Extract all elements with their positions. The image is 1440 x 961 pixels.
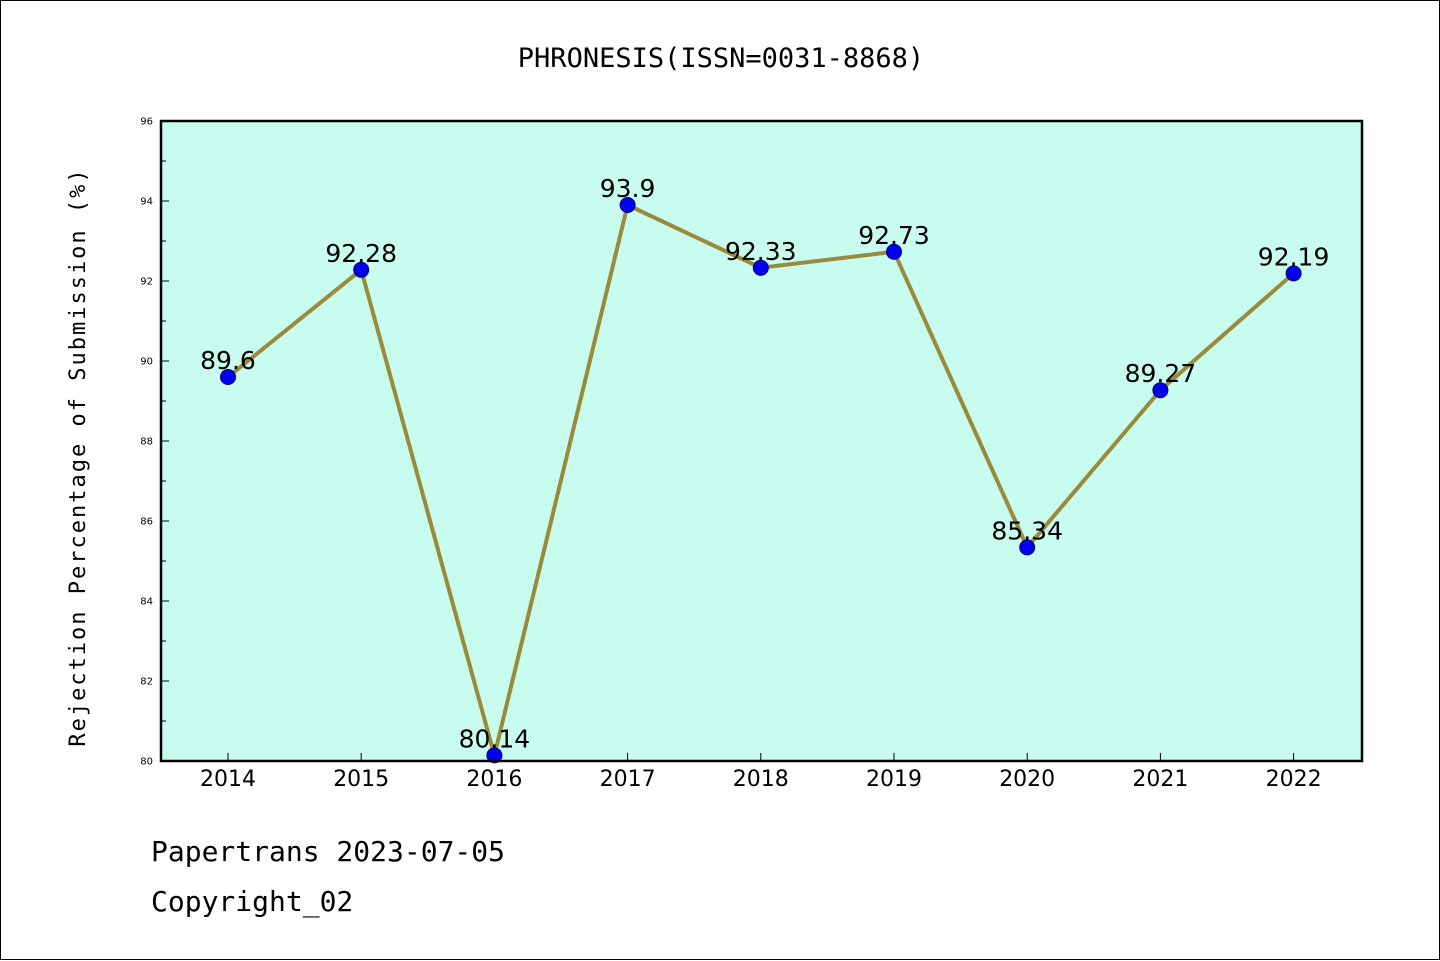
plot-border [159,119,1364,763]
footer-date: Papertrans 2023-07-05 [151,835,506,868]
x-tick-label: 2016 [466,767,522,792]
data-label: 89.6 [200,346,256,375]
y-tick-label: 80 [140,757,153,768]
data-label: 93.9 [600,174,656,203]
y-axis-label: Rejection Percentage of Submission (%) [66,167,91,746]
data-label: 92.73 [858,221,930,250]
series-markers [220,197,1302,764]
data-labels: 89.6 92.28 80.14 93.9 92.33 92.73 85.34 89.27 92… [200,174,1329,753]
x-tick-label: 2015 [333,767,389,792]
x-tick-label: 2018 [733,767,789,792]
data-point [486,747,503,764]
data-label: 92.28 [325,239,397,268]
data-point [886,243,902,260]
data-label: 92.33 [725,237,797,266]
x-tick-label: 2014 [200,767,256,792]
y-tick-label: 86 [140,517,153,528]
chart-title: PHRONESIS(ISSN=0031-8868) [518,43,924,74]
data-point [752,259,769,276]
data-point [619,197,636,213]
footer-copyright: Copyright_02 [151,885,354,918]
y-tick-label: 84 [140,597,153,608]
plot-area [161,121,1362,761]
data-label: 85.34 [991,516,1063,545]
x-tick-label: 2019 [866,767,922,792]
x-tick-label: 2017 [600,767,656,792]
x-axis-ticks: 2014 2015 2016 2017 2018 2019 2020 2021 2022 [200,753,1322,792]
data-point [1152,382,1169,399]
y-tick-label: 94 [140,197,153,208]
data-point [220,369,236,385]
x-tick-label: 2022 [1266,767,1322,792]
y-tick-label: 96 [140,117,153,128]
data-label: 80.14 [459,724,531,753]
y-tick-label: 90 [140,357,153,368]
data-label: 89.27 [1125,359,1197,388]
data-point [1285,265,1302,282]
data-point [353,261,370,278]
y-tick-label: 88 [140,437,153,448]
x-tick-label: 2020 [999,767,1055,792]
y-tick-label: 92 [140,277,153,288]
x-tick-label: 2021 [1132,767,1188,792]
data-point [1019,539,1036,556]
y-tick-label: 82 [140,677,153,688]
data-label: 92.19 [1258,242,1330,271]
